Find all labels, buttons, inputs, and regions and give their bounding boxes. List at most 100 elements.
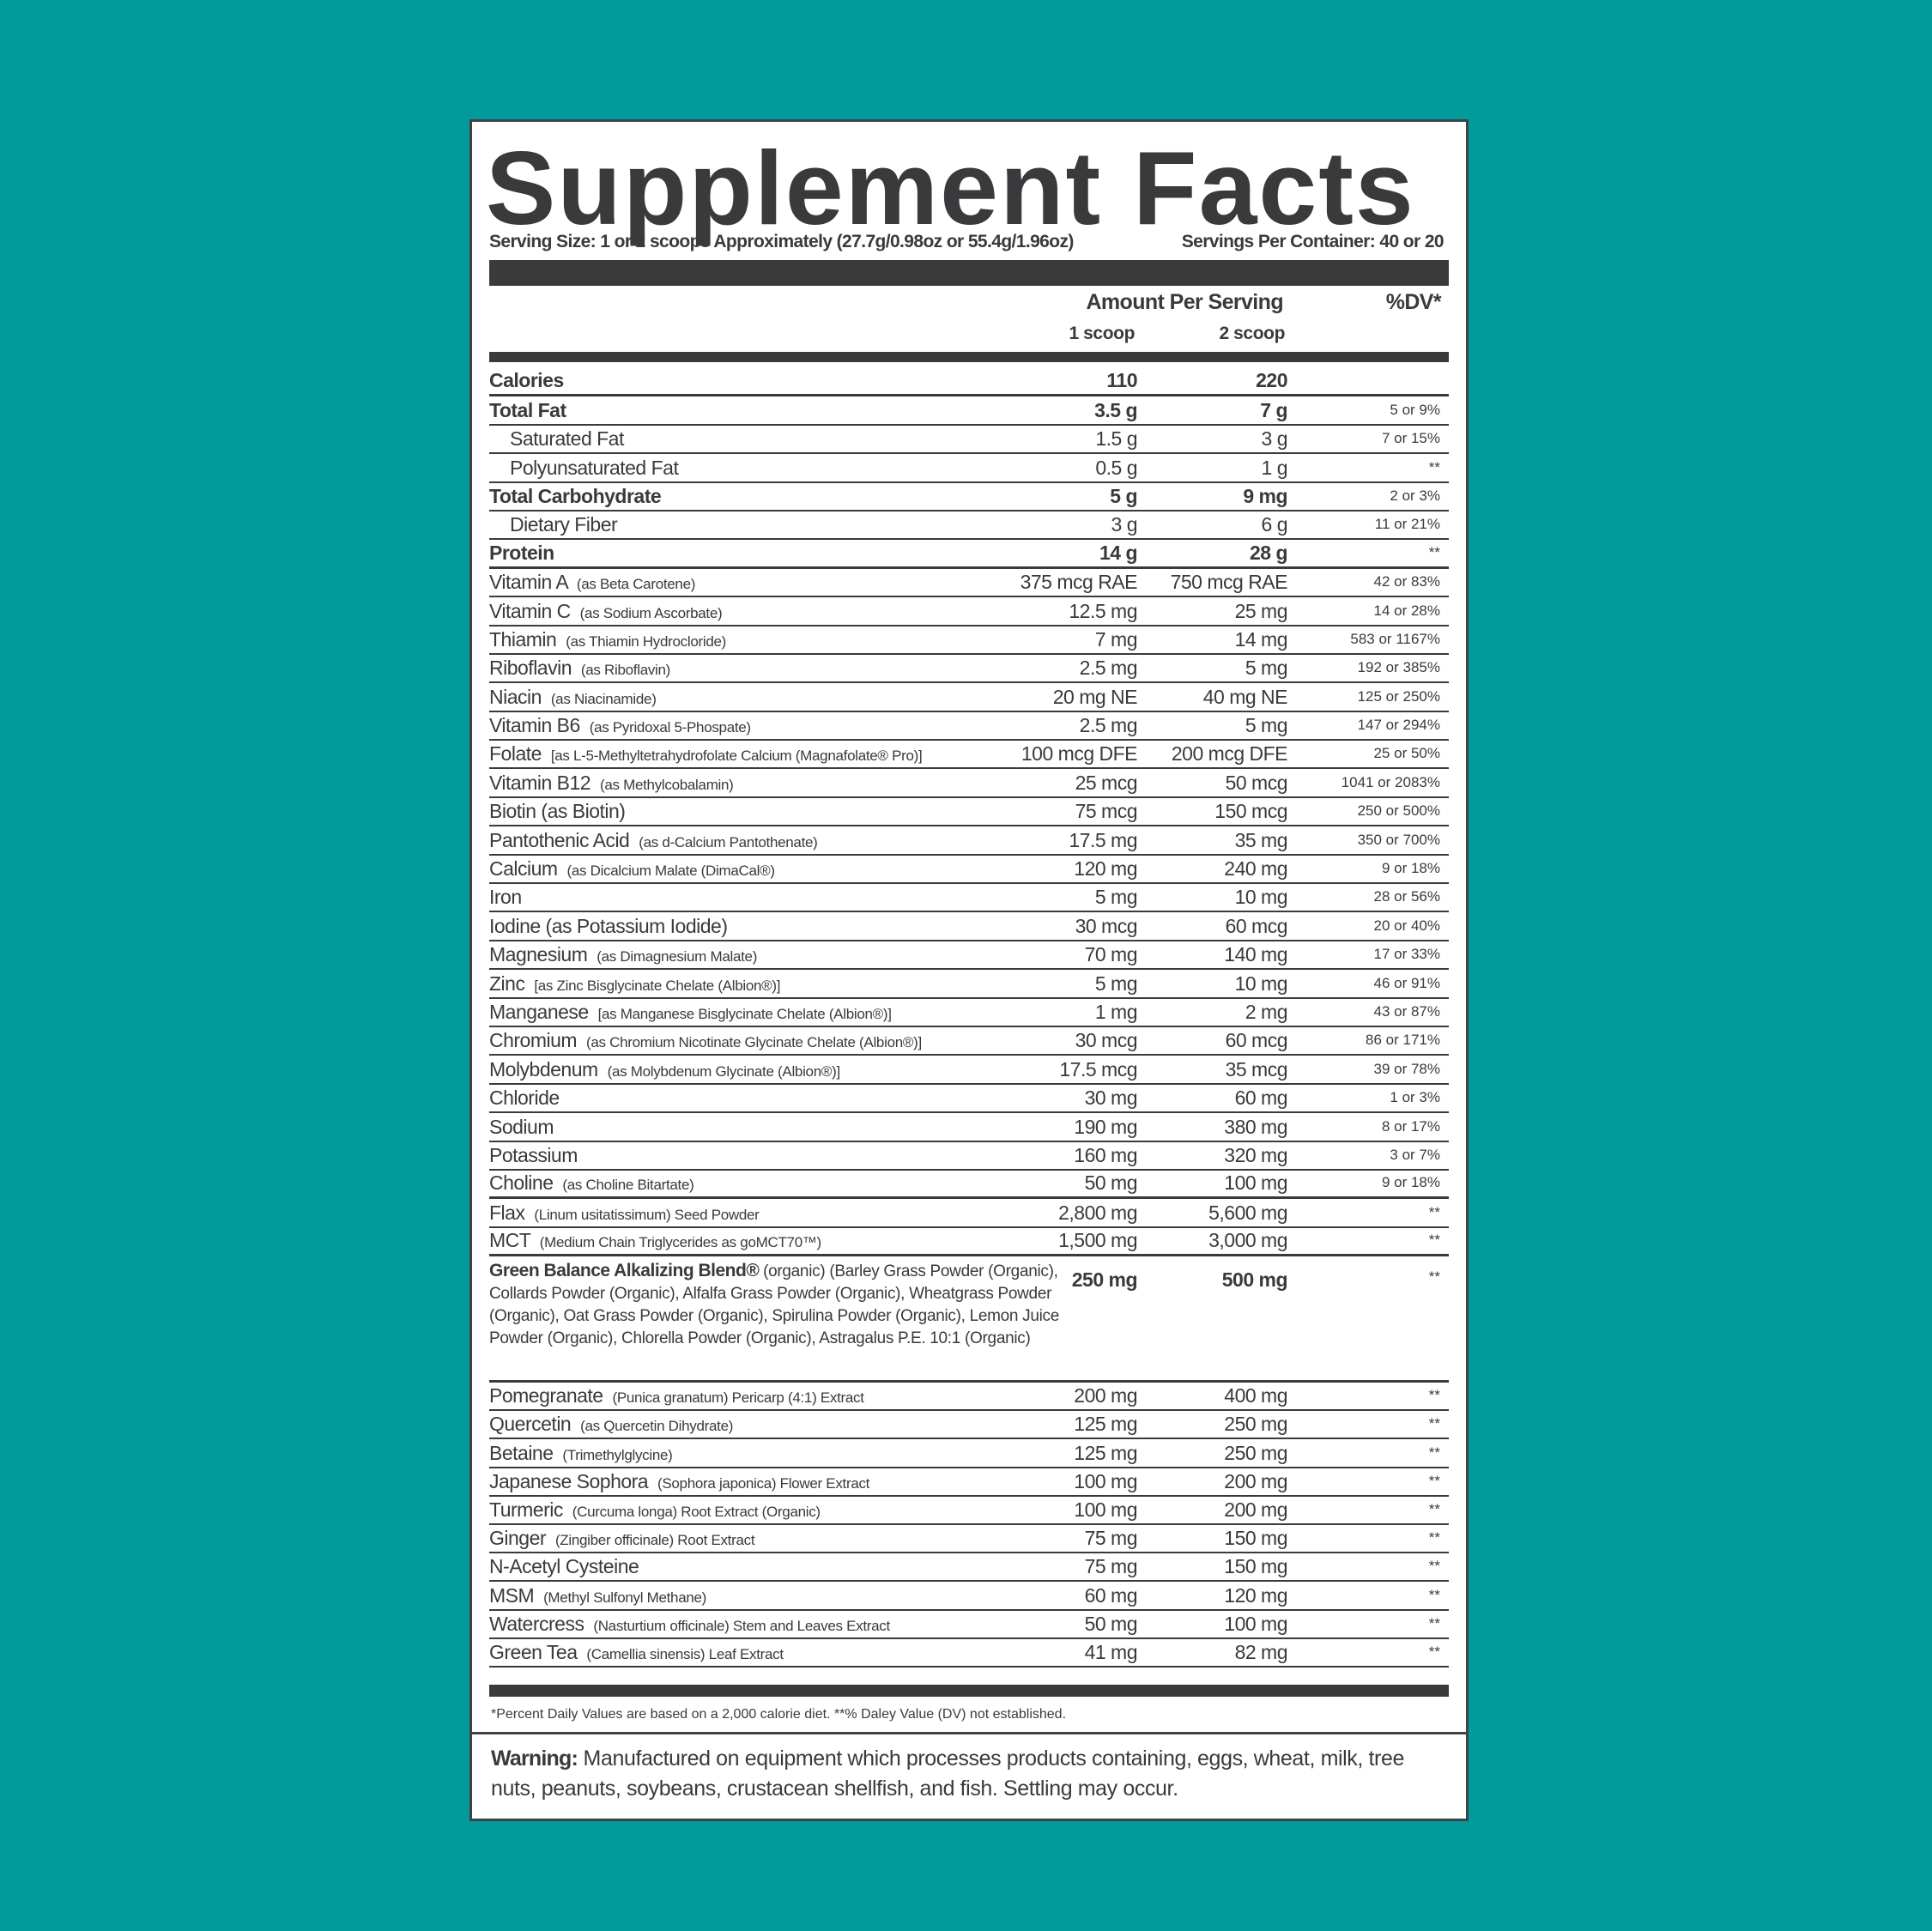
nutrient-name: Folate [as L-5-Methyltetrahydrofolate Ca… [489,742,923,766]
nutrient-source: (as Methylcobalamin) [599,776,734,793]
daily-value: 147 or 294% [1357,717,1440,734]
nutrient-label: Chromium [489,1029,578,1052]
amount-2-scoop: 5,600 mg [1208,1201,1287,1224]
table-row: Chloride 30 mg 60 mg 1 or 3% [489,1085,1449,1114]
header-divider [489,352,1449,362]
table-row: Japanese Sophora (Sophora japonica) Flow… [489,1468,1449,1497]
nutrient-label: Vitamin B6 [489,714,580,737]
nutrient-source: (as d-Calcium Pantothenate) [639,833,818,850]
amount-1-scoop: 30 mg [1084,1087,1138,1110]
amount-2-scoop: 100 mg [1224,1612,1287,1635]
daily-value: 2 or 3% [1390,487,1440,504]
nutrient-label: Vitamin A [489,571,567,594]
nutrient-name: Iron [489,886,522,909]
amount-2-scoop: 10 mg [1234,972,1288,995]
nutrient-name: Niacin (as Niacinamide) [489,686,657,709]
nutrient-label: Folate [489,742,542,766]
nutrient-label: Sodium [489,1115,554,1138]
amount-2-scoop: 7 g [1260,398,1287,421]
nutrient-label: Iron [489,886,522,909]
nutrient-source: (as Molybdenum Glycinate (Albion®)] [607,1062,841,1080]
amount-1-scoop: 125 mg [1074,1413,1137,1436]
amount-1-scoop: 2.5 mg [1079,714,1138,737]
amount-1-scoop: 5 mg [1094,886,1138,909]
nutrient-label: Turmeric [489,1498,563,1522]
table-row: Molybdenum (as Molybdenum Glycinate (Alb… [489,1056,1449,1085]
nutrient-label: Iodine (as Potassium Iodide) [489,914,728,937]
amount-2-scoop: 60 mcg [1225,914,1288,937]
amount-1-scoop: 17.5 mg [1069,828,1137,851]
amount-1-scoop: 20 mg NE [1052,685,1138,708]
nutrient-label: Thiamin [489,627,557,651]
table-row: MCT (Medium Chain Triglycerides as goMCT… [489,1228,1449,1257]
nutrient-name: Total Fat [489,399,566,422]
nutrient-source: [as L-5-Methyltetrahydrofolate Calcium (… [550,748,923,765]
amount-1-scoop: 375 mcg RAE [1020,571,1138,594]
nutrient-source: (Punica granatum) Pericarp (4:1) Extract [612,1389,864,1407]
daily-value: ** [1428,1614,1440,1631]
table-row: Iodine (as Potassium Iodide) 30 mcg 60 mcg… [489,912,1449,941]
amount-2-scoop: 5 mg [1245,714,1288,737]
nutrient-source: (as Sodium Ascorbate) [579,604,723,621]
amount-1-scoop: 14 g [1099,541,1138,564]
amount-2-scoop: 6 g [1261,513,1288,536]
nutrient-source: (Curcuma longa) Root Extract (Organic) [572,1504,821,1521]
daily-value: ** [1428,1643,1440,1660]
amount-2-scoop: 3 g [1261,427,1288,451]
nutrient-label: Watercress [489,1612,584,1635]
col-1-scoop-header: 1 scoop [1069,324,1135,343]
nutrient-source: [as Manganese Bisglycinate Chelate (Albi… [597,1005,892,1022]
daily-value: ** [1428,1501,1440,1518]
amount-1-scoop: 100 mg [1074,1498,1137,1522]
amount-2-scoop: 60 mg [1234,1087,1288,1110]
nutrient-source: (as Choline Bitartate) [562,1177,694,1194]
daily-value: 86 or 171% [1366,1032,1440,1049]
amount-1-scoop: 3 g [1111,513,1138,536]
nutrient-source: (Zingiber officinale) Root Extract [554,1532,755,1549]
table-end-divider [489,1685,1449,1697]
nutrient-name: Chromium (as Chromium Nicotinate Glycina… [489,1029,922,1052]
amount-1-scoop: 120 mg [1074,857,1137,881]
nutrient-label: Total Fat [489,398,566,421]
col-2-scoop-header: 2 scoop [1219,324,1285,343]
amount-1-scoop: 100 mg [1074,1469,1137,1492]
table-row: Sodium 190 mg 380 mg 8 or 17% [489,1113,1449,1142]
daily-value: 350 or 700% [1357,831,1440,848]
nutrient-name: Saturated Fat [510,427,624,451]
table-row: Potassium 160 mg 320 mg 3 or 7% [489,1142,1449,1171]
daily-value: ** [1428,1529,1440,1547]
amount-1-scoop: 200 mg [1074,1384,1137,1407]
amount-1-scoop: 50 mg [1084,1171,1138,1195]
amount-2-scoop: 35 mcg [1225,1057,1288,1081]
nutrient-name: Calories [489,369,564,392]
nutrient-name: MSM (Methyl Sulfonyl Methane) [489,1584,706,1607]
amount-2-scoop: 82 mg [1234,1640,1288,1663]
daily-value: 39 or 78% [1373,1060,1441,1077]
amount-2-scoop: 200 mg [1224,1469,1287,1492]
daily-value: ** [1428,1415,1440,1432]
nutrient-name: Potassium [489,1144,578,1167]
table-row: Polyunsaturated Fat 0.5 g 1 g ** [489,454,1449,483]
nutrient-name: Polyunsaturated Fat [510,457,679,480]
daily-value: 192 or 385% [1357,659,1440,676]
nutrient-label: Green Tea [489,1640,578,1663]
table-row: Saturated Fat 1.5 g 3 g 7 or 15% [489,426,1449,455]
nutrient-label: N-Acetyl Cysteine [489,1555,639,1578]
amount-1-scoop: 2,800 mg [1058,1201,1137,1224]
amount-2-scoop: 5 mg [1245,657,1288,680]
nutrient-source: (organic) (Barley Grass Powder (Organic)… [489,1262,1060,1348]
daily-value: 125 or 250% [1357,687,1440,705]
table-row: Folate [as L-5-Methyltetrahydrofolate Ca… [489,741,1449,770]
table-row: Green Balance Alkalizing Blend® (organic… [489,1256,1449,1383]
nutrient-label: Dietary Fiber [510,513,618,536]
daily-value: ** [1428,1586,1440,1603]
nutrient-label: Potassium [489,1143,578,1166]
daily-value: ** [1428,1387,1440,1404]
amount-2-scoop: 250 mg [1224,1413,1287,1436]
nutrient-name: Vitamin A (as Beta Carotene) [489,571,695,594]
amount-2-scoop: 10 mg [1234,886,1288,909]
amount-2-scoop: 1 g [1261,456,1288,479]
nutrient-label: Riboflavin [489,657,572,680]
amount-2-scoop: 240 mg [1224,857,1287,881]
amount-2-scoop: 150 mg [1224,1527,1287,1550]
